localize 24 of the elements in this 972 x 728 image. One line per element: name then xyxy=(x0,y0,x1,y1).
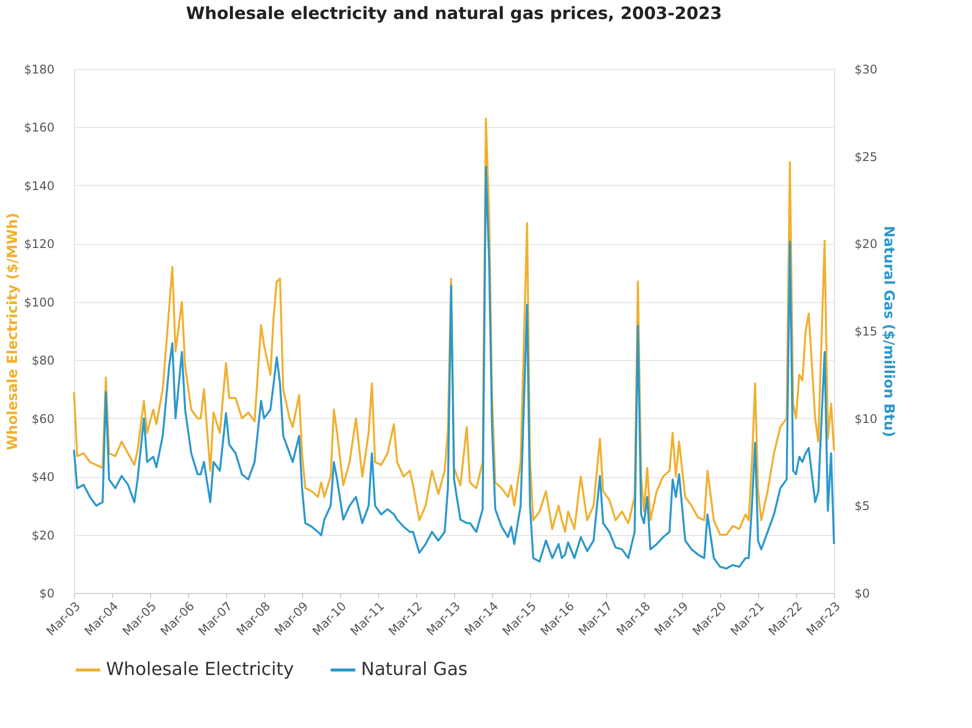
y2-tick-label: $10 xyxy=(854,412,878,426)
y-tick-label: $60 xyxy=(32,412,54,426)
y2-tick-label: $0 xyxy=(854,586,870,600)
y2-axis-title: Natural Gas ($/million Btu) xyxy=(880,226,896,438)
y-tick-label: $0 xyxy=(39,586,54,600)
legend-label: Wholesale Electricity xyxy=(106,659,294,680)
y-tick-label: $80 xyxy=(32,354,54,368)
y-axis-title: Wholesale Electricity ($/MWh) xyxy=(4,212,21,450)
y-tick-label: $160 xyxy=(24,120,54,135)
y-tick-label: $140 xyxy=(24,178,54,193)
y-tick-label: $120 xyxy=(24,237,54,252)
y2-tick-label: $20 xyxy=(854,237,878,252)
y-tick-label: $20 xyxy=(32,528,54,542)
y-tick-label: $40 xyxy=(32,470,54,484)
y2-tick-label: $25 xyxy=(854,150,878,164)
line-series xyxy=(73,117,835,536)
chart-title: Wholesale electricity and natural gas prices, 2003-2023 xyxy=(186,4,722,24)
y-tick-label: $100 xyxy=(24,295,54,310)
line-series xyxy=(73,166,835,570)
y-tick-label: $180 xyxy=(24,62,54,76)
y2-tick-label: $5 xyxy=(854,499,870,514)
y2-tick-label: $15 xyxy=(854,324,878,338)
y2-tick-label: $30 xyxy=(854,62,878,76)
legend-label: Natural Gas xyxy=(361,659,468,680)
